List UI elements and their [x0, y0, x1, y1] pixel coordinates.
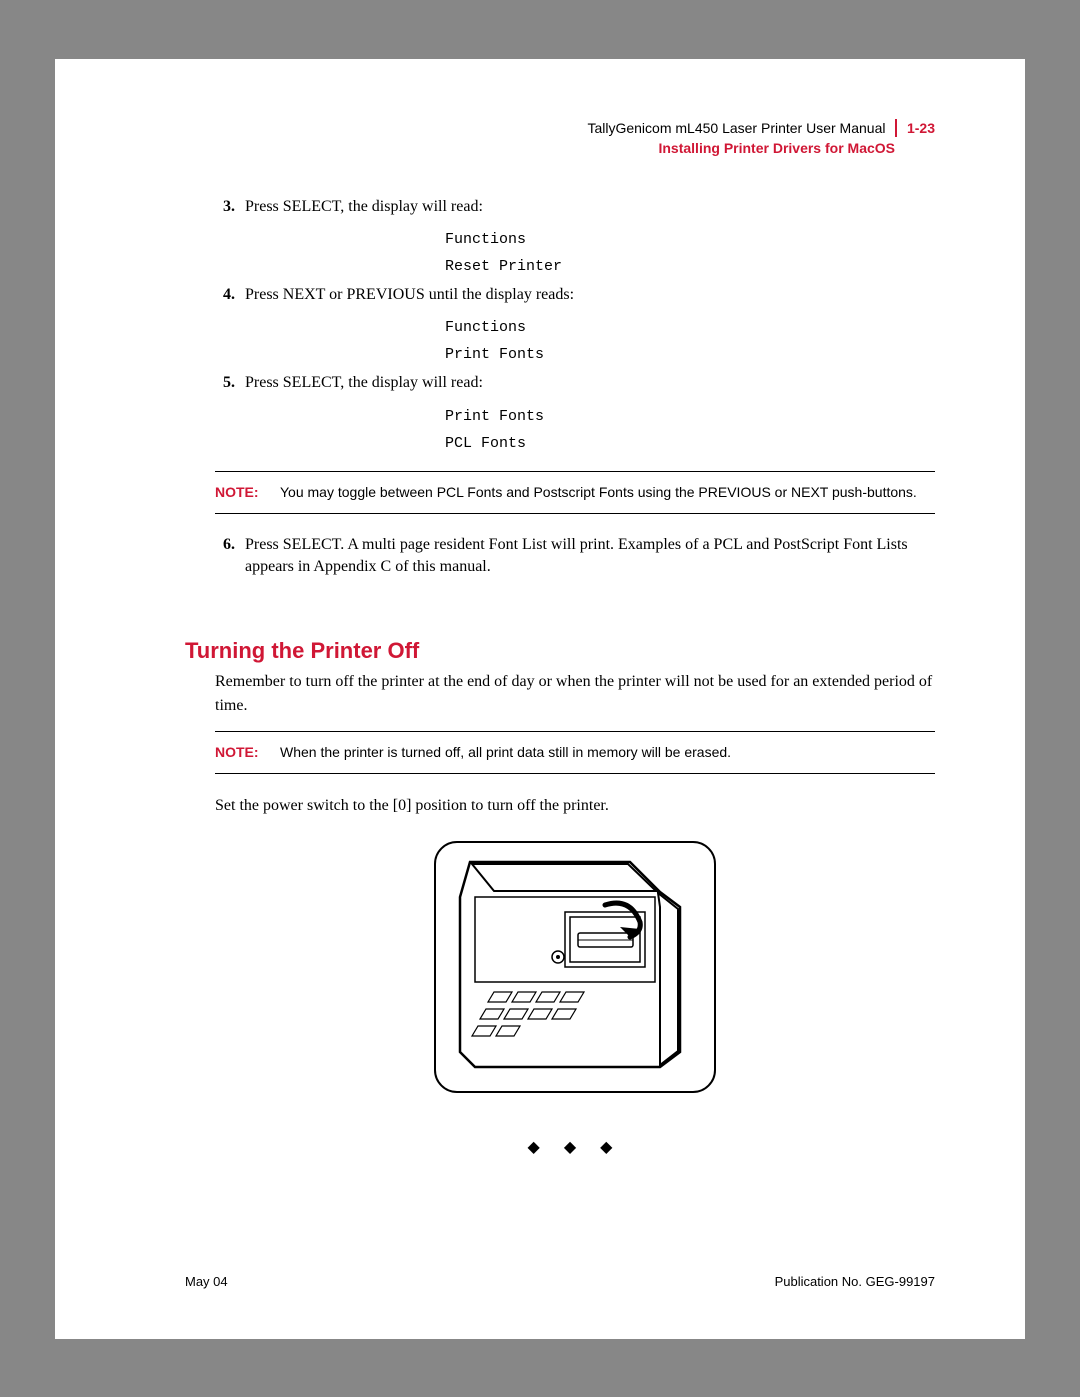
display-line: Functions [445, 314, 935, 341]
paragraph: Remember to turn off the printer at the … [215, 670, 935, 716]
display-output: Print Fonts PCL Fonts [445, 403, 935, 457]
section-end-marker: ◆ ◆ ◆ [215, 1137, 935, 1157]
note-box-1: NOTE: You may toggle between PCL Fonts a… [215, 471, 935, 514]
header-subtitle: Installing Printer Drivers for MacOS [185, 140, 935, 156]
display-line: Reset Printer [445, 253, 935, 280]
note-label: NOTE: [215, 482, 280, 503]
header-separator [895, 119, 897, 137]
display-line: Functions [445, 226, 935, 253]
step-number: 3. [215, 196, 245, 218]
note-text: When the printer is turned off, all prin… [280, 742, 935, 763]
paragraph: Set the power switch to the [0] position… [215, 794, 935, 817]
display-output: Functions Reset Printer [445, 226, 935, 280]
header-line-1: TallyGenicom mL450 Laser Printer User Ma… [587, 119, 935, 137]
step-text: Press SELECT. A multi page resident Font… [245, 534, 935, 579]
page-header: TallyGenicom mL450 Laser Printer User Ma… [185, 119, 935, 156]
page-footer: May 04 Publication No. GEG-99197 [185, 1274, 935, 1289]
step-4: 4. Press NEXT or PREVIOUS until the disp… [215, 284, 935, 306]
main-content: 3. Press SELECT, the display will read: … [215, 196, 935, 1158]
step-number: 4. [215, 284, 245, 306]
step-number: 5. [215, 372, 245, 394]
step-text: Press SELECT, the display will read: [245, 372, 935, 394]
display-line: PCL Fonts [445, 430, 935, 457]
display-line: Print Fonts [445, 341, 935, 368]
printer-illustration [215, 837, 935, 1097]
footer-publication: Publication No. GEG-99197 [775, 1274, 935, 1289]
step-text: Press SELECT, the display will read: [245, 196, 935, 218]
note-label: NOTE: [215, 742, 280, 763]
note-box-2: NOTE: When the printer is turned off, al… [215, 731, 935, 774]
step-5: 5. Press SELECT, the display will read: [215, 372, 935, 394]
display-output: Functions Print Fonts [445, 314, 935, 368]
page-number: 1-23 [907, 120, 935, 136]
document-page: TallyGenicom mL450 Laser Printer User Ma… [55, 59, 1025, 1339]
display-line: Print Fonts [445, 403, 935, 430]
header-title: TallyGenicom mL450 Laser Printer User Ma… [587, 120, 885, 136]
step-number: 6. [215, 534, 245, 579]
printer-icon [430, 837, 720, 1097]
step-6: 6. Press SELECT. A multi page resident F… [215, 534, 935, 579]
step-3: 3. Press SELECT, the display will read: [215, 196, 935, 218]
note-text: You may toggle between PCL Fonts and Pos… [280, 482, 935, 503]
section-heading: Turning the Printer Off [185, 638, 935, 664]
footer-date: May 04 [185, 1274, 228, 1289]
step-text: Press NEXT or PREVIOUS until the display… [245, 284, 935, 306]
